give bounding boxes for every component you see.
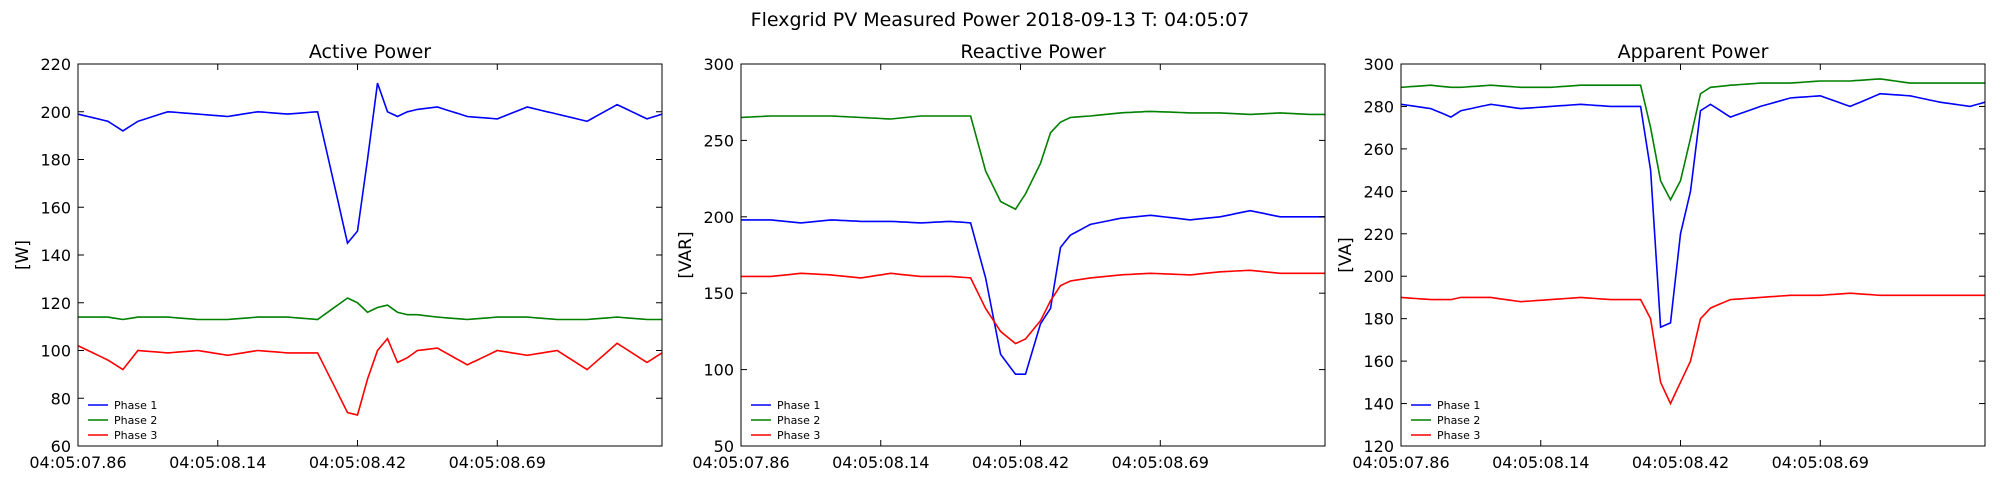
series-line-phase-3: [741, 269, 1325, 345]
y-tick-label: 120: [40, 294, 71, 313]
y-tick-label: 300: [1363, 55, 1394, 74]
legend-label: Phase 3: [1437, 429, 1480, 442]
x-tick-label: 04:05:08.14: [832, 453, 929, 472]
y-tick-label: 180: [40, 151, 71, 170]
x-tick-label: 04:05:08.14: [169, 453, 266, 472]
legend-label: Phase 3: [114, 429, 157, 442]
y-tick-label: 50: [714, 437, 734, 456]
y-tick-label: 180: [1363, 310, 1394, 329]
x-tick-label: 04:05:08.69: [1772, 453, 1869, 472]
chart-panel-2: 50 100 150 200 250 300 04:05:07.86 04:05:08.14 0…: [676, 41, 1326, 472]
legend-label: Phase 2: [777, 414, 820, 427]
y-tick-label: 200: [1363, 267, 1394, 286]
y-tick-label: 220: [1363, 225, 1394, 244]
x-tick-label: 04:05:08.42: [972, 453, 1069, 472]
y-tick-label: 100: [40, 342, 71, 361]
y-tick-label: 140: [1363, 395, 1394, 414]
legend: Phase 1 Phase 2 Phase 3: [1411, 399, 1480, 442]
x-tick-label: 04:05:08.69: [1112, 453, 1209, 472]
chart-panel-1: 60 80 100 120 140 160 180 200 220 04:05:07.86 04:0…: [13, 41, 663, 472]
y-tick-label: 100: [703, 361, 734, 380]
y-tick-label: 120: [1363, 437, 1394, 456]
x-tick-label: 04:05:07.86: [29, 453, 126, 472]
series-line-phase-2: [78, 297, 662, 321]
x-tick-label: 04:05:07.86: [1352, 453, 1449, 472]
y-tick-label: 200: [703, 208, 734, 227]
legend-label: Phase 1: [777, 399, 820, 412]
y-tick-label: 160: [1363, 352, 1394, 371]
y-tick-label: 240: [1363, 182, 1394, 201]
x-tick-label: 04:05:08.42: [309, 453, 406, 472]
plot-frame: [77, 63, 663, 447]
legend-label: Phase 1: [1437, 399, 1480, 412]
y-tick-label: 220: [40, 55, 71, 74]
legend-label: Phase 2: [1437, 414, 1480, 427]
y-tick-label: 280: [1363, 97, 1394, 116]
x-tick-label: 04:05:08.14: [1492, 453, 1589, 472]
series-line-phase-3: [1400, 292, 1985, 406]
chart-title: Reactive Power: [960, 41, 1105, 63]
y-tick-label: 260: [1363, 140, 1394, 159]
y-tick-label: 200: [40, 103, 71, 122]
y-axis-label: [VAR]: [676, 231, 696, 278]
legend: Phase 1 Phase 2 Phase 3: [751, 399, 820, 442]
series-line-phase-1: [741, 209, 1325, 375]
series-line-phase-2: [740, 110, 1325, 211]
series-line-phase-1: [1400, 92, 1986, 329]
y-tick-label: 160: [40, 198, 71, 217]
legend-label: Phase 1: [114, 399, 157, 412]
y-tick-label: 80: [51, 389, 71, 408]
figure-title: Flexgrid PV Measured Power 2018-09-13 T:…: [751, 9, 1250, 31]
series-line-phase-3: [77, 337, 663, 416]
y-tick-label: 140: [40, 246, 71, 265]
legend-label: Phase 3: [777, 429, 820, 442]
series-line-phase-1: [77, 82, 663, 245]
x-tick-label: 04:05:07.86: [692, 453, 789, 472]
y-tick-label: 250: [703, 131, 734, 150]
y-axis-label: [VA]: [1336, 237, 1356, 272]
y-tick-label: 150: [703, 284, 734, 303]
legend-label: Phase 2: [114, 414, 157, 427]
series-line-phase-2: [1400, 78, 1985, 202]
plot-frame: [1400, 63, 1986, 447]
y-axis-label: [W]: [13, 240, 33, 270]
chart-panel-3: 120 140 160 180 200 220 240 260 280 300 04:05:07.8…: [1336, 41, 1986, 472]
y-tick-label: 60: [51, 437, 71, 456]
y-tick-label: 300: [703, 55, 734, 74]
legend: Phase 1 Phase 2 Phase 3: [88, 399, 157, 442]
plot-frame: [740, 63, 1326, 447]
x-tick-label: 04:05:08.69: [449, 453, 546, 472]
x-tick-label: 04:05:08.42: [1632, 453, 1729, 472]
chart-title: Active Power: [309, 41, 431, 63]
chart-title: Apparent Power: [1618, 41, 1769, 63]
